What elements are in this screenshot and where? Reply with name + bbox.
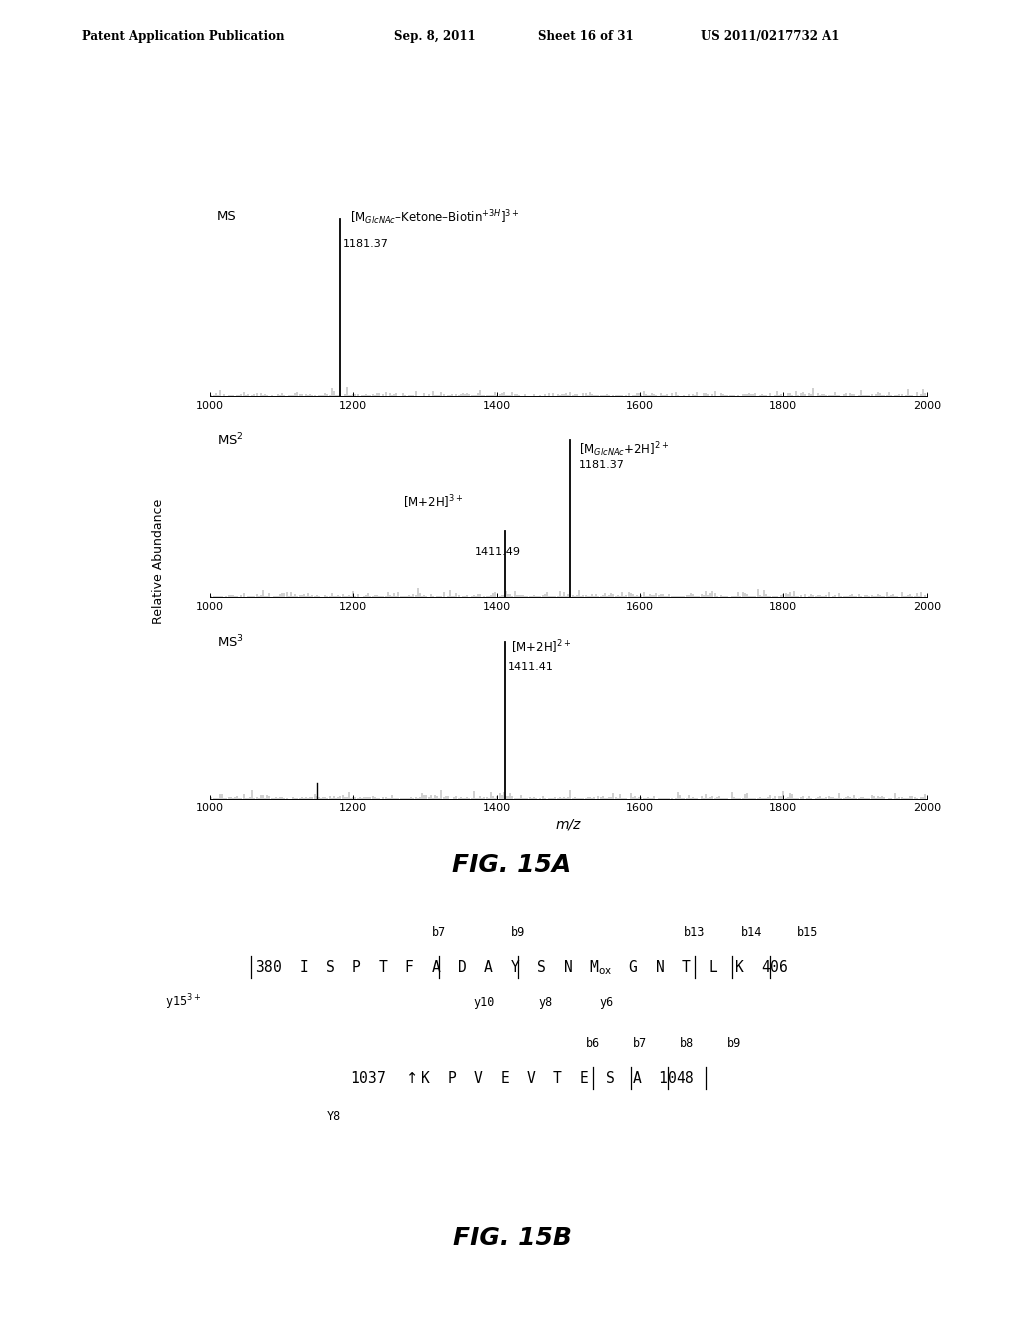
Text: MS$^{2}$: MS$^{2}$: [217, 432, 244, 449]
Text: Y8: Y8: [327, 1110, 341, 1123]
Text: Patent Application Publication: Patent Application Publication: [82, 30, 285, 44]
Text: b15: b15: [797, 925, 818, 939]
Text: 380  I  S  P  T  F  A  D  A  Y  S  N  M$_\mathrm{ox}$  G  N  T  L  K  406: 380 I S P T F A D A Y S N M$_\mathrm{ox}…: [255, 958, 790, 977]
Text: 1181.37: 1181.37: [342, 239, 388, 248]
Text: [M+2H]$^{3+}$: [M+2H]$^{3+}$: [403, 492, 464, 511]
Text: MS$^{3}$: MS$^{3}$: [217, 634, 244, 651]
X-axis label: m/z: m/z: [556, 817, 581, 832]
Text: b13: b13: [684, 925, 706, 939]
Text: b9: b9: [727, 1036, 741, 1049]
Text: 1411.41: 1411.41: [507, 663, 553, 672]
Text: [M$_{GlcNAc}$–Ketone–Biotin$^{+3H}$]$^{3+}$: [M$_{GlcNAc}$–Ketone–Biotin$^{+3H}$]$^{3…: [350, 209, 519, 227]
Text: y15$^{3+}$: y15$^{3+}$: [165, 993, 201, 1012]
Text: b9: b9: [510, 925, 524, 939]
Text: 1181.37: 1181.37: [580, 461, 625, 470]
Text: b7: b7: [633, 1036, 647, 1049]
Text: FIG. 15B: FIG. 15B: [453, 1226, 571, 1250]
Text: y10: y10: [474, 995, 496, 1008]
Text: Sep. 8, 2011: Sep. 8, 2011: [394, 30, 476, 44]
Text: y6: y6: [600, 995, 614, 1008]
Text: b6: b6: [586, 1036, 600, 1049]
Text: 1411.49: 1411.49: [475, 546, 521, 557]
Text: y8: y8: [539, 995, 553, 1008]
Text: 1037  $\uparrow$K  P  V  E  V  T  E  S  A  1048: 1037 $\uparrow$K P V E V T E S A 1048: [350, 1071, 694, 1086]
Text: MS: MS: [217, 210, 237, 223]
Text: Relative Abundance: Relative Abundance: [153, 499, 165, 623]
Text: b14: b14: [740, 925, 762, 939]
Text: b8: b8: [680, 1036, 694, 1049]
Text: US 2011/0217732 A1: US 2011/0217732 A1: [701, 30, 840, 44]
Text: [M+2H]$^{2+}$: [M+2H]$^{2+}$: [511, 639, 571, 656]
Text: [M$_{GlcNAc}$+2H]$^{2+}$: [M$_{GlcNAc}$+2H]$^{2+}$: [580, 440, 670, 459]
Text: FIG. 15A: FIG. 15A: [453, 853, 571, 876]
Text: Sheet 16 of 31: Sheet 16 of 31: [538, 30, 633, 44]
Text: b7: b7: [432, 925, 446, 939]
